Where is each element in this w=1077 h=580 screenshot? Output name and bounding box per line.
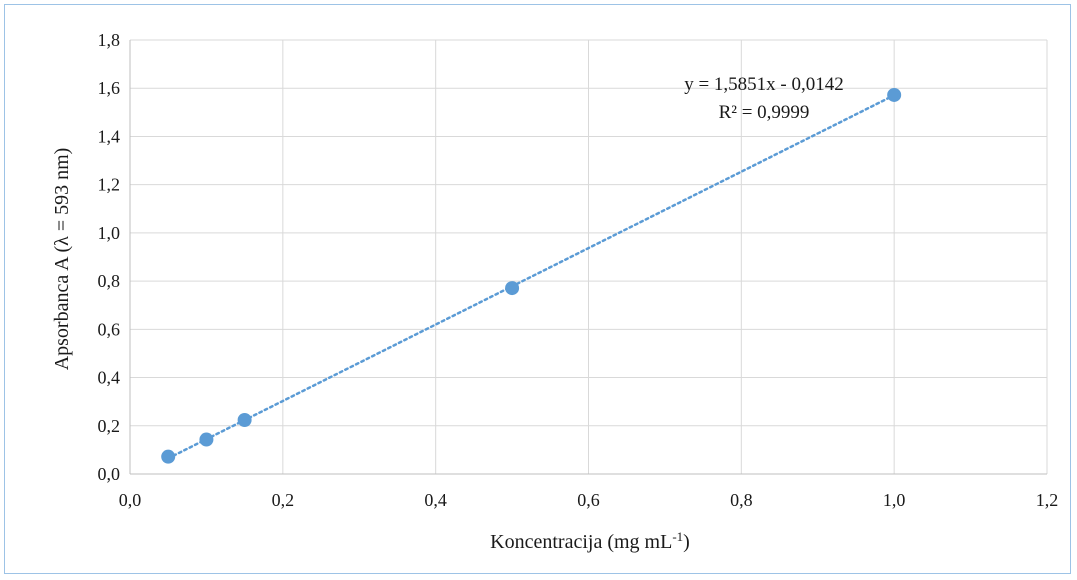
y-tick-label: 1,8: [98, 30, 121, 50]
y-tick-label: 0,2: [98, 416, 121, 436]
y-tick-label: 0,0: [98, 464, 121, 484]
x-tick-label: 1,0: [883, 490, 906, 510]
y-tick-label: 1,0: [98, 223, 121, 243]
x-tick-label: 0,0: [119, 490, 142, 510]
x-tick-label: 0,2: [272, 490, 295, 510]
y-tick-label: 1,4: [98, 126, 121, 146]
x-tick-label: 1,2: [1036, 490, 1059, 510]
trendline-equation: y = 1,5851x - 0,0142: [684, 74, 844, 95]
y-tick-label: 1,6: [98, 78, 121, 98]
annotations: y = 1,5851x - 0,0142 R² = 0,9999: [684, 74, 844, 123]
trendline: [166, 93, 896, 460]
tick-labels: 0,0 0,2 0,4 0,6 0,8 1,0 1,2 1,4 1,6 1,8 0,0 0,2 0,4 0…: [98, 30, 1059, 510]
x-tick-label: 0,6: [577, 490, 600, 510]
x-axis-title-close: ): [683, 531, 690, 553]
y-axis-title: Apsorbanca A (λ = 593 nm): [51, 148, 73, 371]
x-tick-label: 0,4: [424, 490, 447, 510]
y-tick-label: 0,4: [98, 368, 121, 388]
grid: [130, 39, 1048, 474]
data-point: [887, 87, 902, 102]
y-tick-label: 1,2: [98, 175, 121, 195]
data-points: [161, 87, 902, 464]
x-axis-title-main: Koncentracija (mg mL: [490, 531, 672, 553]
x-tick-label: 0,8: [730, 490, 753, 510]
axes: [129, 40, 1047, 475]
x-axis-title: Koncentracija (mg mL-1): [490, 529, 690, 553]
data-point: [505, 281, 520, 296]
r-squared-label: R² = 0,9999: [719, 102, 810, 123]
y-tick-label: 0,8: [98, 271, 121, 291]
data-point: [161, 449, 176, 464]
trendline-layer: [166, 93, 896, 460]
y-tick-label: 0,6: [98, 319, 121, 339]
x-axis-title-sup: -1: [672, 529, 683, 544]
data-point: [237, 412, 252, 427]
data-point: [199, 432, 214, 447]
